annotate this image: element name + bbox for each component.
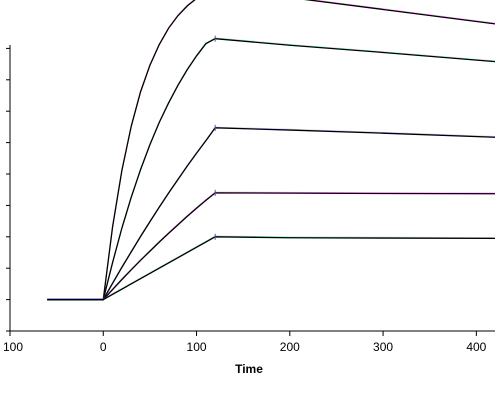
x-tick-label: 200 [280,340,300,354]
x-axis-title: Time [235,362,263,376]
x-tick-label: 0 [100,340,107,354]
series-raw-trace [47,37,495,300]
series-fit-line [47,38,495,301]
x-tick-label: 400 [466,340,486,354]
series-raw-trace [47,191,495,300]
series-fit-line [47,127,495,301]
series-fit-line [47,192,495,301]
x-tick-label: 100 [3,340,23,354]
x-tick-label: 100 [187,340,207,354]
series-layer [47,0,495,301]
y-axis-ticks [6,47,10,332]
series-fit-line [47,236,495,301]
x-tick-label: 300 [373,340,393,354]
x-axis-ticks: 100 0 100 200 300 400 [3,331,487,354]
series-raw-trace [47,235,495,300]
series-fit-line [47,0,495,301]
